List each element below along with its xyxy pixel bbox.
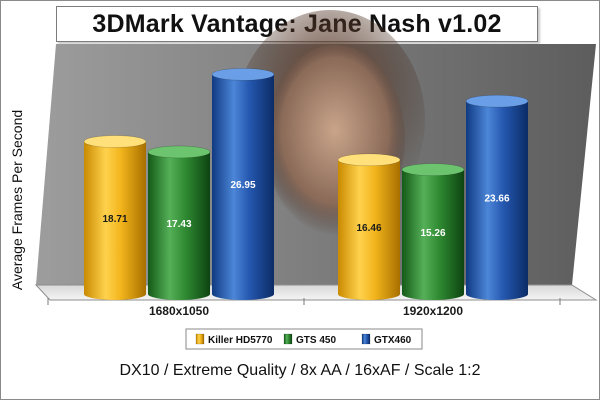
bars-group: 18.71 17.43 26.95 16.46 15.26 23.66 (83, 68, 529, 300)
bar-body (338, 159, 400, 294)
legend-item: GTS 450 (283, 333, 336, 346)
legend-swatch (283, 333, 293, 345)
bar: 18.71 (83, 135, 147, 300)
bar-body (212, 74, 274, 294)
bar-top (147, 145, 211, 159)
bar-base (466, 288, 528, 300)
bar-body (84, 141, 146, 294)
bar: 15.26 (401, 163, 465, 300)
legend-label: Killer HD5770 (208, 335, 273, 346)
bar: 17.43 (147, 145, 211, 300)
x-tick-label: 1680x1050 (149, 304, 209, 318)
bar-top (83, 135, 147, 148)
bar-top (465, 94, 529, 108)
bar: 16.46 (337, 153, 401, 300)
bar-value-label: 15.26 (420, 228, 445, 239)
bar-base (402, 288, 464, 300)
bar-top (337, 153, 401, 167)
bar-base (148, 288, 210, 300)
bar-body (148, 151, 210, 294)
legend-swatch (361, 333, 371, 345)
bar-value-label: 16.46 (356, 223, 381, 234)
bar: 23.66 (465, 94, 529, 300)
legend-swatch (195, 333, 205, 345)
bar-body (466, 101, 528, 295)
bar-value-label: 26.95 (230, 180, 255, 191)
bar-value-label: 23.66 (484, 194, 509, 205)
x-tick-label: 1920x1200 (403, 304, 463, 318)
legend-item: Killer HD5770 (195, 333, 273, 346)
bar-base (338, 288, 400, 300)
x-ticks-group: 1680x1050 1920x1200 (47, 298, 561, 318)
legend-items: Killer HD5770 GTS 450 GTX460 (195, 333, 412, 346)
legend-label: GTS 450 (296, 335, 336, 346)
chart-footer: DX10 / Extreme Quality / 8x AA / 16xAF /… (119, 362, 481, 379)
bar-value-label: 18.71 (102, 214, 127, 225)
legend: Killer HD5770 GTS 450 GTX460 (185, 328, 423, 350)
bar-top (211, 68, 275, 81)
bar: 26.95 (211, 68, 275, 300)
bar-top (401, 163, 465, 176)
bar-body (402, 169, 464, 294)
bar-value-label: 17.43 (166, 219, 191, 230)
bar-base (212, 288, 274, 300)
legend-item: GTX460 (361, 333, 412, 346)
bar-base (84, 288, 146, 300)
legend-label: GTX460 (374, 335, 412, 346)
